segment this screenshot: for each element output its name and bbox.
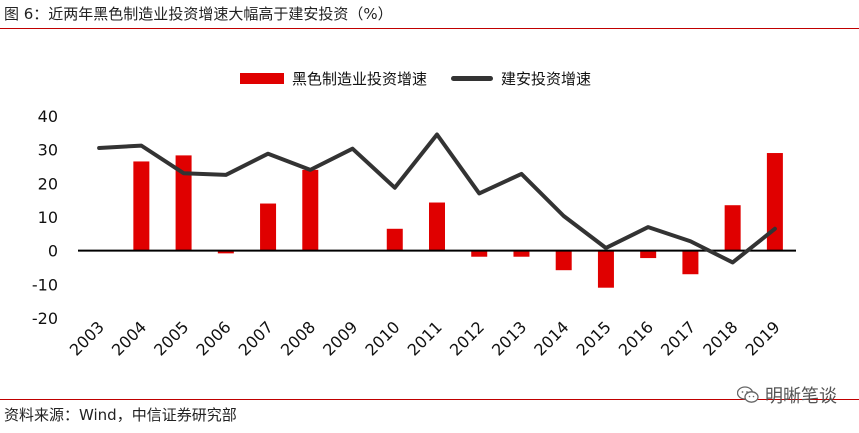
x-tick-label: 2019 bbox=[741, 317, 783, 359]
y-tick-label: -20 bbox=[32, 309, 58, 328]
bar bbox=[640, 250, 657, 259]
x-tick-label: 2007 bbox=[235, 317, 277, 359]
series-line bbox=[97, 132, 777, 265]
bar bbox=[597, 250, 614, 288]
legend-label-line: 建安投资增速 bbox=[501, 70, 592, 88]
legend-item-bar: 黑色制造业投资增速 bbox=[240, 68, 427, 89]
source-note: 资料来源：Wind，中信证券研究部 bbox=[4, 406, 237, 424]
y-tick-label: 20 bbox=[38, 174, 58, 193]
x-tick-label: 2014 bbox=[530, 317, 572, 359]
y-tick-label: 10 bbox=[38, 208, 58, 227]
title-divider bbox=[0, 28, 859, 29]
y-tick-label: 40 bbox=[38, 107, 58, 126]
y-tick-label: 30 bbox=[38, 141, 58, 160]
bar bbox=[429, 202, 445, 251]
y-tick-label: 0 bbox=[48, 242, 58, 261]
bar bbox=[175, 155, 192, 251]
x-tick-label: 2011 bbox=[404, 317, 446, 359]
bar bbox=[133, 161, 150, 251]
x-tick-label: 2015 bbox=[573, 317, 615, 359]
bar bbox=[682, 250, 699, 275]
bar bbox=[724, 205, 741, 251]
legend-line-swatch bbox=[451, 76, 494, 81]
bar bbox=[766, 153, 783, 251]
wechat-icon bbox=[737, 386, 759, 403]
legend-bar-swatch bbox=[240, 73, 284, 84]
y-tick-label: -10 bbox=[32, 275, 58, 294]
x-tick-label: 2018 bbox=[699, 317, 741, 359]
bar bbox=[513, 250, 530, 257]
x-tick-label: 2003 bbox=[66, 317, 108, 359]
x-tick-label: 2016 bbox=[615, 317, 657, 359]
bar bbox=[260, 203, 277, 251]
x-tick-label: 2013 bbox=[488, 317, 530, 359]
figure-title: 图 6：近两年黑色制造业投资增速大幅高于建安投资（%） bbox=[4, 5, 393, 23]
bar bbox=[471, 250, 488, 257]
x-tick-label: 2012 bbox=[446, 317, 488, 359]
x-tick-label: 2009 bbox=[319, 317, 361, 359]
x-tick-label: 2017 bbox=[657, 317, 699, 359]
x-tick-label: 2010 bbox=[361, 317, 403, 359]
chart-legend: 黑色制造业投资增速 建安投资增速 bbox=[240, 68, 615, 89]
x-tick-label: 2004 bbox=[108, 317, 150, 359]
watermark: 明晰笔谈 bbox=[737, 382, 837, 408]
x-tick-label: 2006 bbox=[192, 317, 234, 359]
x-tick-label: 2005 bbox=[150, 317, 192, 359]
watermark-text: 明晰笔谈 bbox=[765, 386, 837, 407]
x-tick-label: 2008 bbox=[277, 317, 319, 359]
legend-label-bar: 黑色制造业投资增速 bbox=[292, 70, 428, 88]
legend-item-line: 建安投资增速 bbox=[451, 68, 591, 89]
bar bbox=[302, 169, 319, 251]
bar bbox=[555, 250, 572, 271]
bar bbox=[386, 228, 403, 251]
bottom-divider bbox=[0, 399, 859, 400]
bar bbox=[217, 250, 234, 254]
